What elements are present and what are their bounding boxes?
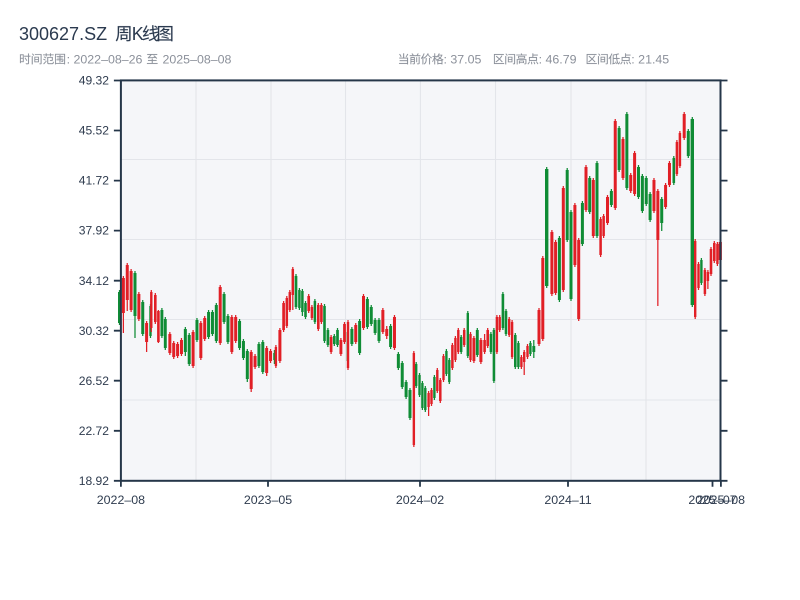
svg-text:49.32: 49.32 [79, 74, 110, 88]
svg-text:45.52: 45.52 [79, 124, 110, 138]
svg-text:K: K [132, 24, 144, 44]
svg-text:2025–08: 2025–08 [697, 493, 745, 507]
svg-text:18.92: 18.92 [79, 474, 110, 488]
svg-text:2024–02: 2024–02 [396, 493, 444, 507]
svg-text:2023–05: 2023–05 [244, 493, 292, 507]
svg-text:2022–08–26: 2022–08–26 [74, 52, 143, 66]
svg-text:2025–07: 2025–07 [688, 493, 736, 507]
svg-text:30.32: 30.32 [79, 324, 110, 338]
svg-text:300627.SZ: 300627.SZ [19, 24, 107, 44]
svg-text:34.12: 34.12 [79, 274, 110, 288]
svg-text:2025–08–08: 2025–08–08 [163, 52, 232, 66]
svg-text:: 46.79: : 46.79 [539, 52, 577, 66]
svg-text:41.72: 41.72 [79, 174, 110, 188]
svg-text:22.72: 22.72 [79, 424, 110, 438]
svg-text::: : [67, 52, 70, 66]
svg-text:2022–08: 2022–08 [97, 493, 145, 507]
svg-text:: 21.45: : 21.45 [631, 52, 669, 66]
svg-text:2024–11: 2024–11 [544, 493, 591, 507]
svg-text:37.92: 37.92 [79, 224, 110, 238]
svg-text:26.52: 26.52 [79, 374, 110, 388]
svg-text:: 37.05: : 37.05 [444, 52, 482, 66]
